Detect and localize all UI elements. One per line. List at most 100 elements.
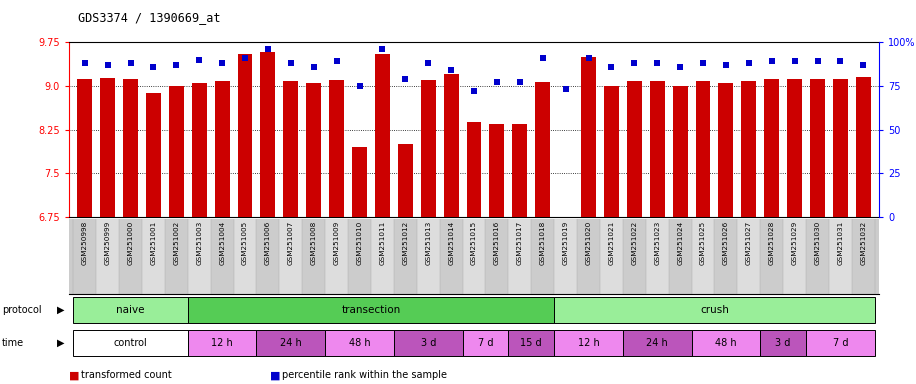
Bar [554,219,577,294]
Text: GSM251012: GSM251012 [402,221,409,265]
Text: GSM251015: GSM251015 [471,221,477,265]
Bar [325,219,348,294]
Bar [531,219,554,294]
Text: ▶: ▶ [57,305,64,315]
Point [512,79,527,86]
Text: 12 h: 12 h [212,338,233,348]
Bar [508,219,531,294]
Bar [142,219,165,294]
Point [787,58,802,65]
Point [718,62,733,68]
Text: 7 d: 7 d [833,338,848,348]
Text: 3 d: 3 d [776,338,791,348]
Bar [375,54,390,217]
Bar [649,81,665,217]
Text: GSM251001: GSM251001 [150,221,157,265]
Text: GSM251022: GSM251022 [631,221,638,265]
Point [672,64,687,70]
Point [191,56,206,63]
Text: 24 h: 24 h [647,338,668,348]
Bar [810,79,825,217]
Bar [188,219,211,294]
FancyBboxPatch shape [508,330,554,356]
Point [283,60,298,66]
Text: GSM251025: GSM251025 [700,221,706,265]
Bar [96,219,119,294]
Text: GSM251007: GSM251007 [288,221,294,265]
Text: GSM251028: GSM251028 [769,221,775,265]
Text: 7 d: 7 d [478,338,493,348]
Bar [718,83,734,217]
Text: GSM251003: GSM251003 [196,221,202,265]
Point [466,88,481,94]
Point [214,60,229,66]
FancyBboxPatch shape [554,330,623,356]
Text: 24 h: 24 h [280,338,301,348]
Bar [260,52,276,217]
Bar [165,219,188,294]
Text: naive: naive [116,305,145,315]
Bar [302,219,325,294]
Text: 3 d: 3 d [420,338,436,348]
Text: GSM251020: GSM251020 [585,221,592,265]
Text: 15 d: 15 d [520,338,542,348]
Bar [440,219,463,294]
Text: GSM251024: GSM251024 [677,221,683,265]
Bar [806,219,829,294]
Bar [623,219,646,294]
Bar [420,80,436,217]
Bar [485,219,508,294]
Point [77,60,92,66]
Text: GSM251011: GSM251011 [379,221,386,265]
Bar [348,219,371,294]
Point [420,60,435,66]
Bar [741,81,757,217]
FancyBboxPatch shape [554,297,875,323]
Point [649,60,664,66]
Text: GSM251006: GSM251006 [265,221,271,265]
Bar [146,93,161,217]
Bar [692,219,714,294]
Bar [852,219,875,294]
Text: crush: crush [700,305,729,315]
Bar [119,219,142,294]
Bar [214,81,230,217]
Point [352,83,366,89]
Bar [577,219,600,294]
Point [558,86,572,93]
Text: ▶: ▶ [57,338,64,348]
Point [581,55,595,61]
Text: GSM251004: GSM251004 [219,221,225,265]
Text: 48 h: 48 h [715,338,736,348]
Text: GSM251030: GSM251030 [814,221,821,265]
Bar [169,86,184,217]
Text: GSM250999: GSM250999 [104,221,111,265]
Text: GSM251009: GSM251009 [333,221,340,265]
Bar [234,219,256,294]
Point [764,58,779,65]
Point [627,60,641,66]
FancyBboxPatch shape [73,297,188,323]
Text: transection: transection [342,305,400,315]
Bar [211,219,234,294]
Text: GSM251029: GSM251029 [791,221,798,265]
Text: GSM251023: GSM251023 [654,221,660,265]
Text: GSM251017: GSM251017 [517,221,523,265]
Bar [463,219,485,294]
Point [443,67,458,73]
Bar [306,83,322,217]
Bar [558,217,573,219]
Text: 48 h: 48 h [349,338,370,348]
Bar [833,79,848,217]
Text: GSM251005: GSM251005 [242,221,248,265]
Bar [123,79,138,217]
Point [810,58,824,65]
Point [329,58,344,65]
Bar [787,79,802,217]
Text: GSM251018: GSM251018 [540,221,546,265]
Point [146,64,160,70]
Text: GSM251010: GSM251010 [356,221,363,265]
Text: GSM250998: GSM250998 [82,221,88,265]
Point [398,76,412,82]
Bar [371,219,394,294]
